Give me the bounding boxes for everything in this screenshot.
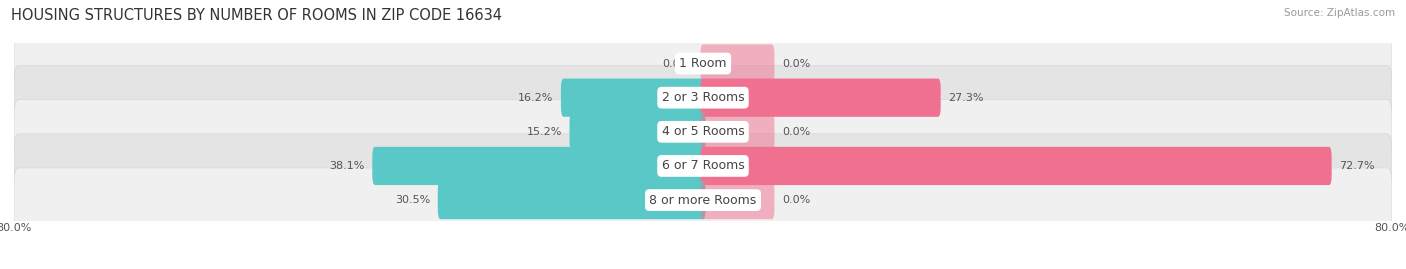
Text: 15.2%: 15.2% — [526, 127, 562, 137]
FancyBboxPatch shape — [14, 100, 1392, 164]
FancyBboxPatch shape — [437, 181, 706, 219]
Text: 72.7%: 72.7% — [1340, 161, 1375, 171]
FancyBboxPatch shape — [14, 168, 1392, 232]
Text: HOUSING STRUCTURES BY NUMBER OF ROOMS IN ZIP CODE 16634: HOUSING STRUCTURES BY NUMBER OF ROOMS IN… — [11, 8, 502, 23]
Text: 27.3%: 27.3% — [949, 93, 984, 103]
Text: 8 or more Rooms: 8 or more Rooms — [650, 194, 756, 207]
Text: 0.0%: 0.0% — [782, 59, 810, 69]
FancyBboxPatch shape — [373, 147, 706, 185]
Text: 4 or 5 Rooms: 4 or 5 Rooms — [662, 125, 744, 138]
Text: 30.5%: 30.5% — [395, 195, 430, 205]
FancyBboxPatch shape — [700, 79, 941, 117]
Text: 2 or 3 Rooms: 2 or 3 Rooms — [662, 91, 744, 104]
Text: 38.1%: 38.1% — [329, 161, 364, 171]
FancyBboxPatch shape — [700, 147, 1331, 185]
Text: Source: ZipAtlas.com: Source: ZipAtlas.com — [1284, 8, 1395, 18]
FancyBboxPatch shape — [14, 134, 1392, 198]
Text: 0.0%: 0.0% — [782, 127, 810, 137]
FancyBboxPatch shape — [700, 44, 775, 83]
FancyBboxPatch shape — [700, 181, 775, 219]
FancyBboxPatch shape — [700, 113, 775, 151]
Text: 6 or 7 Rooms: 6 or 7 Rooms — [662, 160, 744, 172]
Text: 1 Room: 1 Room — [679, 57, 727, 70]
Text: 0.0%: 0.0% — [782, 195, 810, 205]
FancyBboxPatch shape — [14, 66, 1392, 130]
FancyBboxPatch shape — [569, 113, 706, 151]
FancyBboxPatch shape — [14, 31, 1392, 95]
FancyBboxPatch shape — [561, 79, 706, 117]
Text: 0.0%: 0.0% — [662, 59, 690, 69]
Text: 16.2%: 16.2% — [517, 93, 553, 103]
